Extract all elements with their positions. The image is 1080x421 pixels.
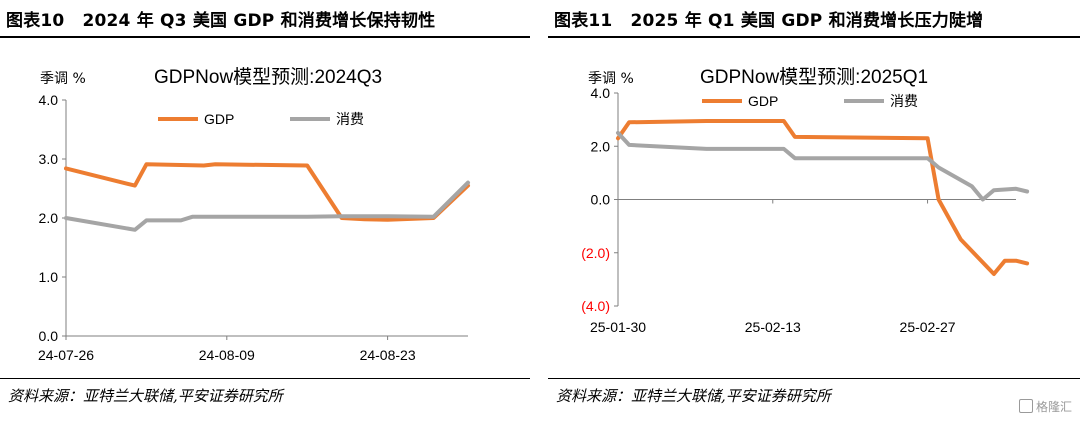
figure-number-right: 图表11 — [554, 11, 613, 31]
figure-panel-left: 图表10 2024 年 Q3 美国 GDP 和消费增长保持韧性 GDPNow模型预… — [0, 0, 530, 421]
y-tick-label: (2.0) — [581, 245, 610, 261]
watermark-text: 格隆汇 — [1035, 400, 1072, 414]
figure-panel-right: 图表11 2025 年 Q1 美国 GDP 和消费增长压力陡增 GDPNow模型预… — [548, 0, 1080, 421]
x-tick-label: 24-07-26 — [38, 347, 94, 363]
x-tick-label: 25-02-27 — [900, 319, 956, 335]
x-tick-label: 24-08-09 — [199, 347, 255, 363]
figure-title-right: 图表11 2025 年 Q1 美国 GDP 和消费增长压力陡增 — [554, 6, 983, 31]
x-tick-label: 24-08-23 — [360, 347, 416, 363]
y-tick-label: (4.0) — [581, 298, 610, 314]
top-rule-left — [0, 36, 530, 38]
source-note-right: 资料来源：亚特兰大联储,平安证券研究所 — [556, 387, 831, 405]
x-tick-label: 25-02-13 — [745, 319, 801, 335]
y-tick-label: 0.0 — [39, 328, 59, 344]
legend-gdp-label: GDP — [204, 111, 234, 127]
top-rule-right — [548, 36, 1080, 38]
bottom-rule-right — [548, 378, 1080, 379]
line-chart-2024q3: GDPNow模型预测:2024Q3 季调 % 0.0 1.0 2.0 3.0 4.0 24-0… — [38, 66, 470, 363]
watermark-logo: 格隆汇 — [1018, 398, 1072, 415]
consumption-series-line — [616, 130, 1030, 202]
y-tick-label: 0.0 — [591, 192, 611, 208]
figure-title-left: 图表10 2024 年 Q3 美国 GDP 和消费增长保持韧性 — [6, 6, 435, 31]
gdp-series-line — [64, 162, 470, 222]
figure-number-left: 图表10 — [6, 11, 65, 31]
y-tick-label: 1.0 — [39, 269, 59, 285]
y-axis-unit-label: 季调 % — [40, 71, 86, 87]
legend-consumption-label: 消费 — [890, 93, 918, 109]
y-tick-label: 2.0 — [39, 210, 59, 226]
watermark-icon — [1018, 399, 1033, 413]
y-tick-label: 4.0 — [39, 92, 59, 108]
line-chart-2025q1: GDPNow模型预测:2025Q1 季调 % (4.0) (2.0) 0.0 2.0 4.0… — [581, 66, 1030, 335]
consumption-series-line — [64, 180, 470, 232]
source-note-left: 资料来源：亚特兰大联储,平安证券研究所 — [8, 387, 283, 405]
x-tick-label: 25-01-30 — [590, 319, 646, 335]
y-tick-label: 4.0 — [591, 85, 611, 101]
bottom-rule-left — [0, 378, 530, 379]
y-tick-label: 3.0 — [39, 151, 59, 167]
figure-caption-right: 2025 年 Q1 美国 GDP 和消费增长压力陡增 — [630, 11, 984, 31]
figure-caption-left: 2024 年 Q3 美国 GDP 和消费增长保持韧性 — [82, 11, 436, 31]
gdp-series-line — [616, 119, 1030, 276]
y-tick-label: 2.0 — [591, 138, 611, 154]
legend-gdp-label: GDP — [748, 93, 778, 109]
legend-consumption-label: 消费 — [336, 111, 364, 127]
chart-title: GDPNow模型预测:2025Q1 — [700, 66, 928, 88]
y-axis-unit-label: 季调 % — [588, 71, 634, 87]
chart-title: GDPNow模型预测:2024Q3 — [154, 66, 382, 88]
